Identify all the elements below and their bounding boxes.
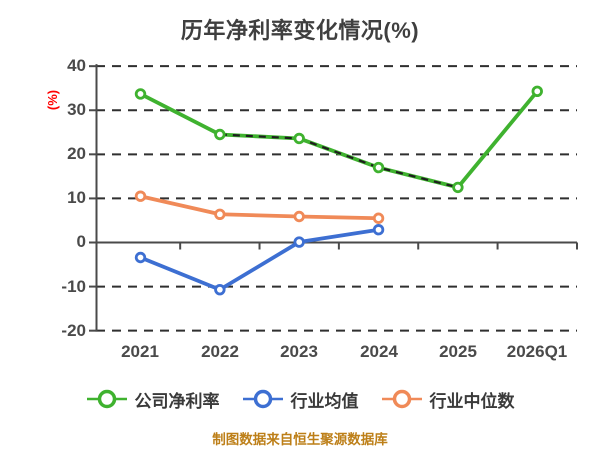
x-tick-2024: 2024 <box>360 342 398 361</box>
x-tick-2022: 2022 <box>201 342 239 361</box>
legend: 公司净利率 行业均值 行业中位数 <box>0 386 600 412</box>
series-company-net-margin-point-2023 <box>293 132 305 145</box>
y-tick-40: 40 <box>67 56 86 75</box>
x-tick-2025: 2025 <box>439 342 477 361</box>
y-tick-30: 30 <box>67 100 86 119</box>
x-tick-2026q1: 2026Q1 <box>506 342 568 361</box>
legend-item-industry-median: 行业中位数 <box>381 386 515 412</box>
legend-label-industry-median: 行业中位数 <box>429 391 515 411</box>
series-company-net-margin-point-2025 <box>452 181 464 194</box>
series-company-net-margin-point-2022 <box>214 128 226 141</box>
series-industry-median-line <box>140 194 379 221</box>
series-company-net-margin-point-2026Q1 <box>531 85 543 97</box>
y-tick-m10: -10 <box>61 277 86 296</box>
series-industry-mean-point-2023 <box>293 236 305 248</box>
legend-marker-company-icon <box>86 389 127 409</box>
series-industry-median-point-2021 <box>134 190 147 202</box>
series-industry-median-point-2024 <box>372 212 385 224</box>
legend-marker-industry-mean-icon <box>242 389 283 409</box>
series-industry-mean-line <box>139 227 379 292</box>
x-tick-2021: 2021 <box>121 342 159 361</box>
y-tick-20: 20 <box>67 144 86 163</box>
legend-label-industry-mean: 行业均值 <box>290 391 359 411</box>
series-company-net-margin-line <box>139 90 539 190</box>
y-tick-m20: -20 <box>61 321 86 340</box>
series-industry-median-point-2023 <box>293 210 305 223</box>
data-source-note: 制图数据来自恒生聚源数据库 <box>212 432 388 447</box>
series-industry-mean-point-2022 <box>214 283 226 296</box>
legend-item-company: 公司净利率 <box>86 386 220 412</box>
legend-item-industry-mean: 行业均值 <box>242 386 359 412</box>
series-industry-mean-point-2021 <box>134 251 147 264</box>
series-industry-median-point-2022 <box>214 208 226 220</box>
y-tick-0: 0 <box>76 232 86 251</box>
series-company-net-margin-point-2021 <box>134 88 147 100</box>
y-tick-10: 10 <box>67 188 86 207</box>
company-line-dashed-overlay <box>219 133 459 189</box>
legend-marker-industry-median-icon <box>381 389 422 409</box>
series-industry-mean-point-2024 <box>372 224 385 236</box>
x-tick-2023: 2023 <box>280 342 318 361</box>
chart-title: 历年净利率变化情况(%) <box>180 18 420 43</box>
legend-label-company: 公司净利率 <box>134 391 220 411</box>
series-company-net-margin-point-2024 <box>372 161 385 174</box>
